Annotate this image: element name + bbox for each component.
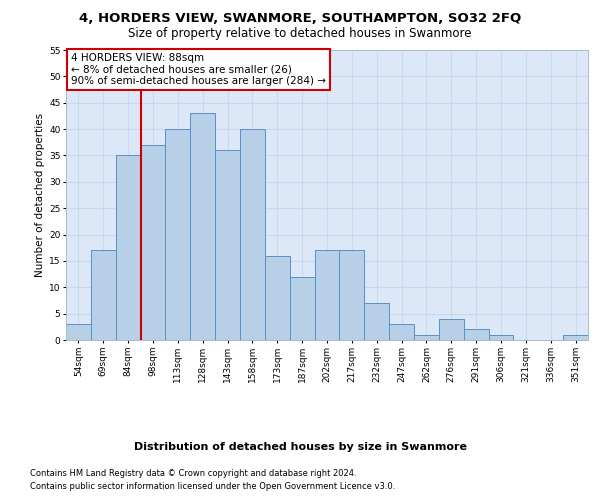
- Bar: [563, 334, 588, 340]
- Bar: [265, 256, 290, 340]
- Bar: [464, 330, 488, 340]
- Bar: [215, 150, 240, 340]
- Bar: [340, 250, 364, 340]
- Text: 4, HORDERS VIEW, SWANMORE, SOUTHAMPTON, SO32 2FQ: 4, HORDERS VIEW, SWANMORE, SOUTHAMPTON, …: [79, 12, 521, 26]
- Bar: [116, 156, 140, 340]
- Text: Contains public sector information licensed under the Open Government Licence v3: Contains public sector information licen…: [30, 482, 395, 491]
- Bar: [91, 250, 116, 340]
- Text: Contains HM Land Registry data © Crown copyright and database right 2024.: Contains HM Land Registry data © Crown c…: [30, 468, 356, 477]
- Text: Distribution of detached houses by size in Swanmore: Distribution of detached houses by size …: [133, 442, 467, 452]
- Bar: [364, 303, 389, 340]
- Bar: [140, 145, 166, 340]
- Bar: [389, 324, 414, 340]
- Bar: [66, 324, 91, 340]
- Bar: [190, 114, 215, 340]
- Y-axis label: Number of detached properties: Number of detached properties: [35, 113, 45, 277]
- Bar: [290, 276, 314, 340]
- Bar: [166, 129, 190, 340]
- Bar: [414, 334, 439, 340]
- Bar: [314, 250, 340, 340]
- Bar: [240, 129, 265, 340]
- Text: Size of property relative to detached houses in Swanmore: Size of property relative to detached ho…: [128, 28, 472, 40]
- Bar: [488, 334, 514, 340]
- Bar: [439, 319, 464, 340]
- Text: 4 HORDERS VIEW: 88sqm
← 8% of detached houses are smaller (26)
90% of semi-detac: 4 HORDERS VIEW: 88sqm ← 8% of detached h…: [71, 53, 326, 86]
